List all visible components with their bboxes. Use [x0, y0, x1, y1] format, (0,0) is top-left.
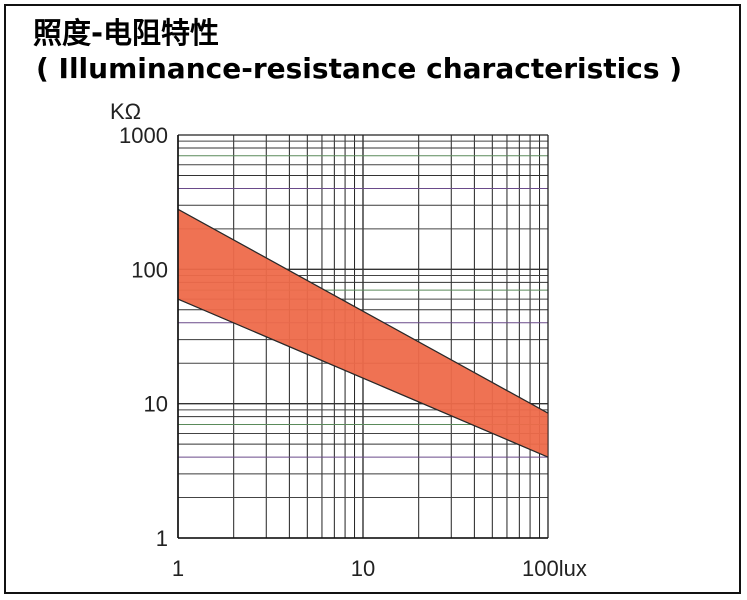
tick-labels: 1 10 100 1000 1 10 100lux KΩ: [110, 99, 587, 581]
x-tick-label: 1: [172, 556, 184, 581]
y-tick-label: 1000: [119, 123, 168, 148]
x-tick-label: 10: [351, 556, 375, 581]
y-tick-label: 100: [131, 257, 168, 282]
y-unit-label: KΩ: [110, 99, 141, 124]
chart-title-chinese: 照度-电阻特性: [33, 16, 220, 50]
x-tick-label: 100lux: [522, 556, 587, 581]
axes: [177, 135, 548, 539]
y-tick-label: 10: [144, 392, 168, 417]
band-lower-edge: [177, 298, 549, 458]
chart-title-english: ( Illuminance-resistance characteristics…: [36, 52, 683, 85]
y-tick-label: 1: [156, 526, 168, 551]
band-upper-edge: [177, 208, 549, 414]
